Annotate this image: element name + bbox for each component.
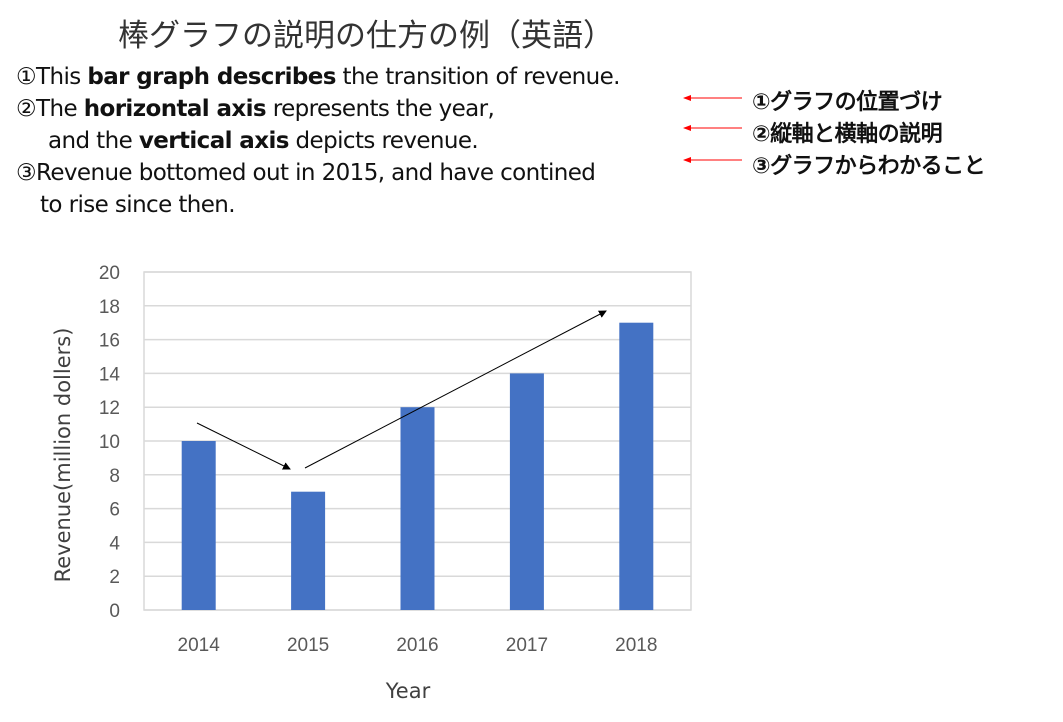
bar-2015 (291, 491, 326, 610)
y-tick-label: 18 (99, 297, 120, 318)
y-tick-label: 10 (99, 432, 120, 453)
text: represents the year, (266, 96, 495, 122)
bar-2017 (509, 373, 544, 610)
bar-2016 (400, 407, 435, 610)
x-tick-label: 2014 (178, 635, 221, 656)
note-1: ①グラフの位置づけ (752, 90, 943, 115)
y-tick-label: 4 (109, 533, 120, 554)
note-2: ②縦軸と横軸の説明 (752, 122, 943, 147)
text: the transition of revenue. (335, 64, 621, 90)
text: ①This (16, 64, 88, 90)
x-axis-label: Year (385, 679, 431, 703)
bold-text: bar graph describes (87, 64, 336, 90)
page-title: 棒グラフの説明の仕方の例（英語） (118, 18, 614, 54)
y-tick-label: 0 (109, 601, 120, 622)
text: to rise since then. (40, 192, 236, 218)
y-tick-label: 12 (99, 398, 120, 419)
explanation-line-5: to rise since then. (40, 192, 236, 218)
bold-text: vertical axis (138, 128, 290, 154)
bar-2014 (181, 441, 216, 610)
y-tick-label: 16 (99, 331, 120, 352)
bold-text: horizontal axis (83, 96, 267, 122)
x-tick-label: 2015 (287, 635, 329, 656)
text: ③Revenue bottomed out in 2015, and have … (16, 160, 596, 186)
note-3: ③グラフからわかること (752, 154, 986, 179)
bar-2018 (619, 322, 654, 610)
explanation-line-4: ③Revenue bottomed out in 2015, and have … (16, 160, 596, 186)
y-tick-label: 8 (109, 466, 120, 487)
y-axis-label: Revenue(million dollers) (51, 328, 75, 583)
explanation-line-1: ①This bar graph describes the transition… (16, 64, 620, 90)
x-tick-label: 2016 (396, 635, 438, 656)
y-tick-label: 20 (99, 263, 120, 284)
explanation-line-3: and the vertical axis depicts revenue. (48, 128, 479, 154)
explanation-line-2: ②The horizontal axis represents the year… (16, 96, 495, 122)
trend-arrow-down (196, 422, 291, 470)
y-tick-label: 14 (99, 364, 121, 385)
x-tick-label: 2017 (506, 635, 548, 656)
y-tick-label: 2 (109, 567, 120, 588)
trend-arrow-up (304, 310, 607, 469)
y-tick-label: 6 (109, 500, 120, 521)
text: ②The (16, 96, 84, 122)
text: and the (48, 128, 139, 154)
x-tick-label: 2018 (615, 635, 657, 656)
text: depicts revenue. (288, 128, 479, 154)
